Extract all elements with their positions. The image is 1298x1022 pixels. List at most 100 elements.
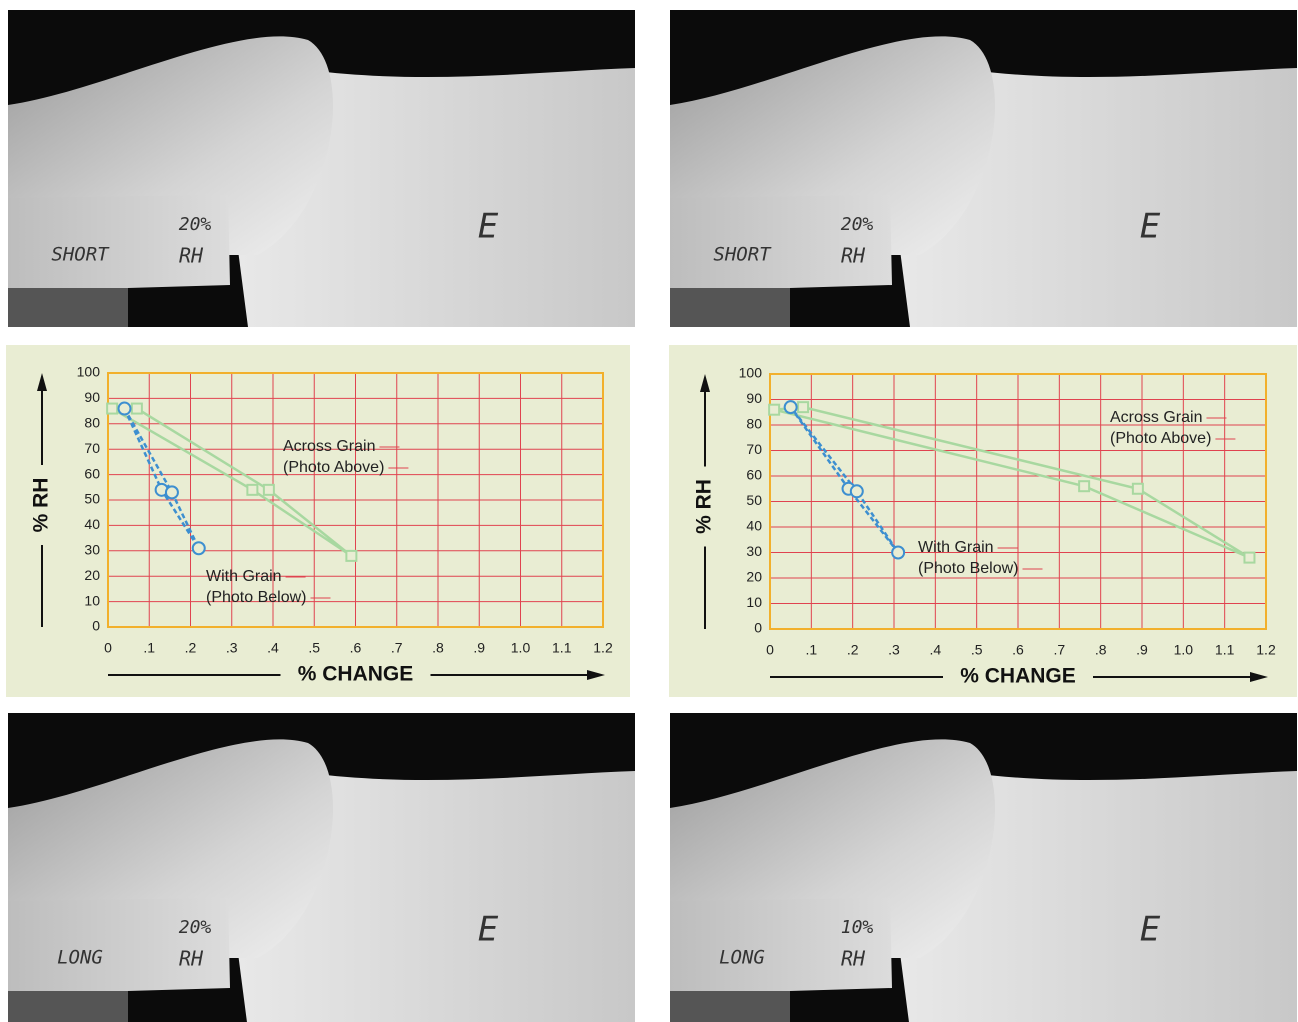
- x-tick-label: .3: [888, 642, 900, 658]
- x-tick-label: 1.2: [1256, 642, 1276, 658]
- card-base: [8, 288, 128, 327]
- y-tick-label: 40: [84, 516, 100, 532]
- x-tick-label: .4: [267, 640, 279, 656]
- y-tick-label: 0: [92, 618, 100, 634]
- marker: [166, 486, 178, 498]
- y-tick-label: 80: [84, 415, 100, 431]
- y-tick-label: 90: [84, 389, 100, 405]
- x-tick-label: .6: [1012, 642, 1024, 658]
- annotation: (Photo Below): [206, 589, 307, 606]
- sheet-label: E: [1140, 207, 1161, 247]
- y-tick-label: 20: [84, 567, 100, 583]
- chart-background: [669, 345, 1297, 697]
- marker: [346, 551, 356, 561]
- x-tick-label: .3: [226, 640, 238, 656]
- card-rh-value: 10%: [841, 917, 874, 938]
- x-tick-label: .9: [473, 640, 485, 656]
- sheet-label: E: [1140, 910, 1161, 950]
- x-tick-label: 1.1: [552, 640, 572, 656]
- marker: [264, 485, 274, 495]
- x-tick-label: .6: [350, 640, 362, 656]
- x-tick-label: 0: [104, 640, 112, 656]
- x-axis-title: % CHANGE: [298, 663, 414, 686]
- y-tick-label: 80: [746, 416, 762, 432]
- x-tick-label: .5: [308, 640, 320, 656]
- x-tick-label: 1.0: [511, 640, 531, 656]
- y-tick-label: 90: [746, 390, 762, 406]
- x-tick-label: .5: [971, 642, 983, 658]
- x-tick-label: .8: [1095, 642, 1107, 658]
- y-tick-label: 40: [746, 518, 762, 534]
- card-rh-value: 20%: [179, 214, 212, 235]
- y-tick-label: 100: [739, 365, 763, 381]
- y-tick-label: 30: [84, 542, 100, 558]
- x-tick-label: 1.0: [1174, 642, 1194, 658]
- annotation: (Photo Above): [283, 459, 384, 476]
- card-rh-value: 20%: [179, 917, 212, 938]
- marker: [851, 485, 863, 497]
- x-tick-label: .2: [847, 642, 859, 658]
- marker: [769, 405, 779, 415]
- marker: [107, 404, 117, 414]
- x-axis-title: % CHANGE: [960, 665, 1076, 688]
- marker: [119, 403, 131, 415]
- card-rh-label: RH: [841, 244, 866, 268]
- x-tick-label: 1.1: [1215, 642, 1235, 658]
- card-side-label: LONG: [719, 947, 765, 969]
- photo: LONG 10% RH E: [670, 713, 1297, 1022]
- x-tick-label: 1.2: [593, 640, 613, 656]
- x-tick-label: .2: [185, 640, 197, 656]
- card-base: [670, 991, 790, 1022]
- x-tick-label: .7: [1053, 642, 1065, 658]
- x-tick-label: .8: [432, 640, 444, 656]
- card-rh-label: RH: [841, 947, 866, 971]
- x-tick-label: 0: [766, 642, 774, 658]
- x-tick-label: .9: [1136, 642, 1148, 658]
- card-side-label: SHORT: [51, 244, 110, 266]
- marker: [892, 547, 904, 559]
- x-tick-label: .7: [391, 640, 403, 656]
- card-base: [670, 288, 790, 327]
- annotation: Across Grain: [283, 438, 375, 455]
- y-tick-label: 10: [746, 594, 762, 610]
- y-tick-label: 10: [84, 592, 100, 608]
- y-tick-label: 60: [746, 467, 762, 483]
- marker: [785, 401, 797, 413]
- marker: [247, 485, 257, 495]
- annotation: Across Grain: [1110, 409, 1202, 426]
- sheet-label: E: [478, 207, 499, 247]
- y-tick-label: 50: [84, 491, 100, 507]
- card-rh-label: RH: [179, 947, 204, 971]
- annotation: With Grain: [206, 568, 282, 585]
- figure: SHORT 20% RH E SHORT 20% RH E LONG 20% RH E LONG 10% R…: [0, 0, 1298, 1022]
- card-base: [8, 991, 128, 1022]
- photo: LONG 20% RH E: [8, 713, 635, 1022]
- marker: [798, 402, 808, 412]
- annotation: (Photo Below): [918, 560, 1019, 577]
- photo: SHORT 20% RH E: [8, 10, 635, 327]
- card-rh-value: 20%: [841, 214, 874, 235]
- card-side-label: SHORT: [713, 244, 772, 266]
- y-tick-label: 70: [84, 440, 100, 456]
- page: SHORT 20% RH E SHORT 20% RH E LONG 20% RH E LONG 10% R…: [0, 0, 1298, 1022]
- x-tick-label: .4: [929, 642, 941, 658]
- marker: [1133, 484, 1143, 494]
- annotation: With Grain: [918, 539, 994, 556]
- marker: [1079, 481, 1089, 491]
- photo: SHORT 20% RH E: [670, 10, 1297, 327]
- y-tick-label: 60: [84, 465, 100, 481]
- marker: [1244, 553, 1254, 563]
- card-rh-label: RH: [179, 244, 204, 268]
- y-axis-title: % RH: [30, 478, 53, 533]
- annotation: (Photo Above): [1110, 430, 1211, 447]
- x-tick-label: .1: [143, 640, 155, 656]
- y-tick-label: 100: [77, 364, 101, 380]
- sheet-label: E: [478, 910, 499, 950]
- card-side-label: LONG: [57, 947, 103, 969]
- y-tick-label: 0: [754, 620, 762, 636]
- y-tick-label: 30: [746, 543, 762, 559]
- y-tick-label: 70: [746, 441, 762, 457]
- y-tick-label: 20: [746, 569, 762, 585]
- y-tick-label: 50: [746, 492, 762, 508]
- y-axis-title: % RH: [693, 479, 716, 534]
